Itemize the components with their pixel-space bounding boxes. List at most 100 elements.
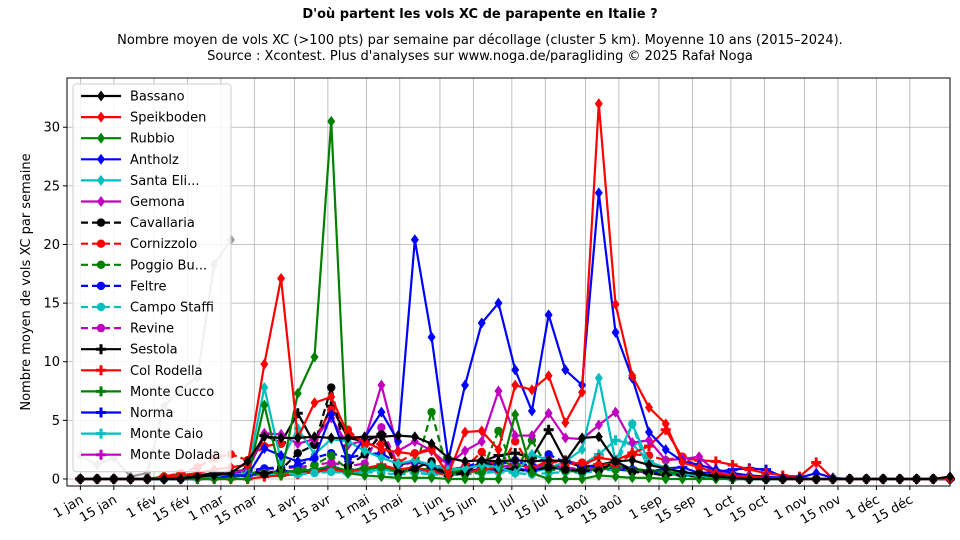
data-point [360, 469, 369, 481]
data-point [277, 450, 286, 462]
data-point [862, 473, 871, 485]
legend-marker [96, 260, 106, 269]
data-point [828, 473, 837, 485]
data-point [410, 472, 419, 484]
legend-marker [96, 386, 106, 397]
data-point [293, 466, 302, 475]
data-point [644, 459, 653, 471]
data-point [594, 469, 603, 481]
data-point [276, 439, 286, 448]
legend-marker [96, 302, 106, 312]
data-point [544, 450, 553, 459]
data-point [544, 454, 553, 466]
data-point [644, 401, 653, 413]
data-point [544, 473, 553, 485]
data-point [578, 444, 587, 456]
legend-marker [97, 174, 105, 186]
data-point [327, 408, 336, 420]
data-point [628, 472, 637, 484]
data-point [578, 386, 587, 398]
data-point [611, 455, 620, 467]
data-point [310, 431, 319, 443]
data-point [427, 331, 436, 343]
data-point [678, 466, 687, 478]
data-point [444, 468, 453, 480]
x-tick-label: 1 jul [486, 492, 518, 519]
data-point [377, 379, 386, 391]
data-point [461, 455, 470, 467]
data-point [628, 418, 637, 430]
data-point [360, 464, 369, 473]
data-point [93, 473, 102, 485]
data-point [543, 424, 554, 435]
data-point [260, 358, 269, 370]
data-point [377, 439, 386, 448]
data-point [343, 432, 352, 444]
data-point [394, 446, 403, 458]
data-point [477, 435, 486, 447]
data-point [477, 447, 486, 457]
data-point [594, 460, 604, 470]
data-point [310, 397, 319, 409]
data-point [644, 426, 653, 438]
data-point [594, 187, 603, 199]
legend-label: Sestola [130, 343, 178, 358]
data-point [327, 391, 336, 403]
legend-label: Cornizzolo [130, 237, 197, 252]
data-point [611, 326, 620, 338]
x-tick-label: 15 fév [150, 492, 193, 526]
y-tick-label: 30 [43, 121, 60, 136]
data-point [511, 467, 520, 479]
data-point [109, 473, 118, 485]
legend-marker [96, 218, 106, 227]
data-point [661, 454, 670, 466]
data-point [394, 430, 403, 442]
data-point [277, 469, 286, 481]
data-point [327, 115, 336, 127]
data-point [695, 461, 704, 473]
data-point [226, 473, 235, 485]
data-point [260, 470, 269, 479]
data-point [243, 455, 252, 467]
data-point [494, 455, 503, 467]
data-point [661, 473, 670, 485]
data-point [293, 432, 302, 444]
data-point [76, 473, 85, 485]
legend-marker [96, 239, 106, 248]
data-point [143, 473, 152, 485]
data-point [377, 423, 386, 432]
data-point [812, 467, 821, 479]
y-axis-label: Nombre moyen de vols XC par semaine [19, 153, 34, 410]
data-point [511, 430, 520, 442]
data-point [695, 468, 704, 480]
legend-marker [96, 449, 106, 460]
legend-label: Feltre [130, 279, 167, 294]
data-point [611, 406, 620, 418]
legend-marker [96, 365, 106, 376]
y-tick-label: 5 [52, 414, 60, 429]
legend-marker [96, 428, 106, 439]
data-point [678, 473, 687, 485]
data-point [778, 473, 787, 485]
x-tick-label: 15 avr [290, 492, 334, 526]
data-point [494, 426, 503, 436]
legend-marker [97, 153, 105, 165]
data-point [594, 431, 603, 443]
data-point [293, 438, 302, 450]
data-point [494, 297, 503, 309]
chart-subtitle-line-2: Source : Xcontest. Plus d'analyses sur w… [207, 49, 753, 64]
data-point [293, 455, 302, 467]
data-point [728, 472, 737, 484]
legend-label: Col Rodella [130, 364, 203, 379]
data-point [193, 471, 202, 483]
data-point [511, 364, 520, 376]
legend-marker [96, 281, 106, 291]
data-point [343, 467, 352, 479]
data-point [243, 473, 252, 485]
data-point [577, 466, 587, 475]
data-point [812, 473, 821, 485]
data-point [678, 457, 687, 469]
data-point [410, 431, 419, 443]
data-point [628, 467, 637, 477]
